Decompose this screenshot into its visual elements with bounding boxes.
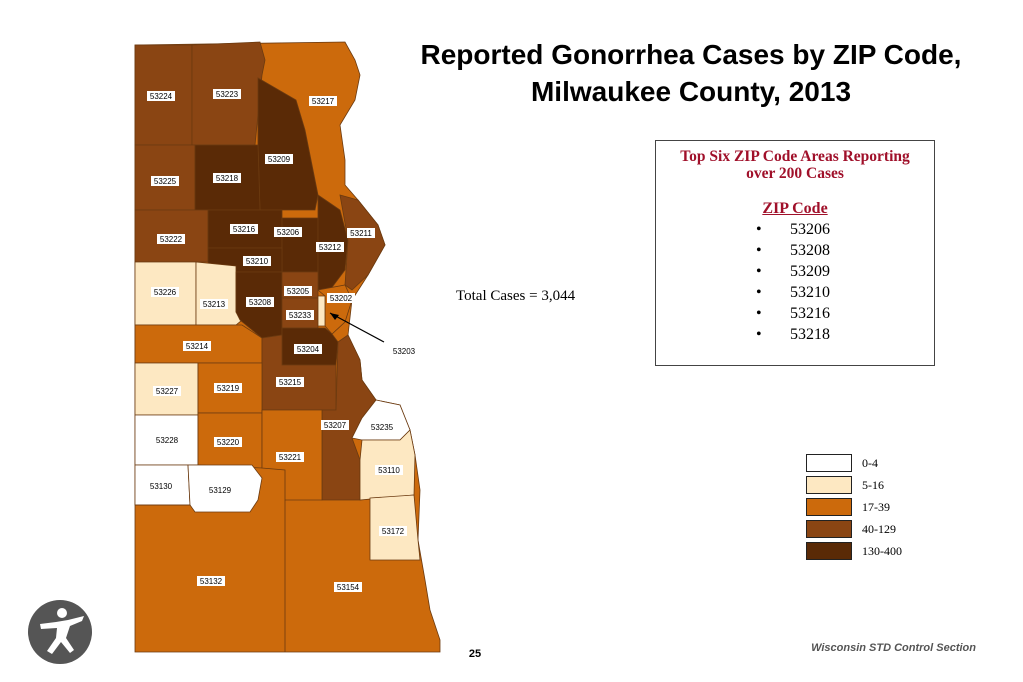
zip-value: 53210 — [790, 284, 830, 301]
zip-label: 53235 — [371, 423, 394, 432]
zip-53129-area — [187, 464, 263, 513]
bullet: • — [756, 242, 762, 259]
list-item: • 53208 — [656, 240, 934, 261]
zip-code-column-label: ZIP Code — [762, 200, 828, 217]
zip-label: 53204 — [297, 345, 320, 354]
zip-label: 53203 — [393, 347, 416, 356]
legend-label: 5-16 — [862, 478, 884, 492]
zip-value: 53206 — [790, 221, 830, 238]
zip-label: 53210 — [246, 257, 269, 266]
zip-value: 53208 — [790, 242, 830, 259]
leader-arrowhead — [330, 313, 339, 320]
top-six-zip-box: Top Six ZIP Code Areas Reporting over 20… — [655, 140, 935, 366]
zip-label: 53227 — [156, 387, 179, 396]
zip-label: 53223 — [216, 90, 239, 99]
zip-label: 53208 — [249, 298, 272, 307]
zip-label: 53154 — [337, 583, 360, 592]
zip-label: 53221 — [279, 453, 302, 462]
total-cases: Total Cases = 3,044 — [456, 288, 576, 304]
legend-swatch — [806, 454, 852, 472]
zip-label: 53172 — [382, 527, 405, 536]
legend-swatch — [806, 498, 852, 516]
zip-value: 53209 — [790, 263, 830, 280]
zip-label: 53129 — [209, 486, 232, 495]
leader-line-53203 — [329, 312, 385, 343]
zip-53203-area — [317, 295, 326, 327]
running-figure-logo-icon — [28, 600, 92, 664]
top-box-heading-line-2: over 200 Cases — [746, 165, 844, 182]
zip-label: 53218 — [216, 174, 239, 183]
bullet: • — [756, 326, 762, 343]
zip-label: 53206 — [277, 228, 300, 237]
bullet: • — [756, 305, 762, 322]
zip-label: 53216 — [233, 225, 256, 234]
legend-label: 130-400 — [862, 544, 902, 558]
legend-swatch — [806, 520, 852, 538]
zip-label: 53215 — [279, 378, 302, 387]
list-item: • 53210 — [656, 282, 934, 303]
zip-label: 53132 — [200, 577, 223, 586]
zip-value: 53216 — [790, 305, 830, 322]
list-item: • 53206 — [656, 219, 934, 240]
zip-53213-area — [195, 261, 243, 326]
zip-label: 53205 — [287, 287, 310, 296]
zip-label: 53212 — [319, 243, 342, 252]
zip-label: 53213 — [203, 300, 226, 309]
list-item: • 53216 — [656, 303, 934, 324]
bullet: • — [756, 284, 762, 301]
zip-label: 53207 — [324, 421, 347, 430]
zip-label: 53211 — [350, 229, 372, 238]
zip-label: 53219 — [217, 384, 240, 393]
top-box-heading: Top Six ZIP Code Areas Reporting over 20… — [656, 148, 934, 182]
bullet: • — [756, 263, 762, 280]
legend-swatch — [806, 542, 852, 560]
page-number: 25 — [468, 648, 482, 660]
title-line-2: Milwaukee County, 2013 — [530, 76, 852, 107]
zip-label: 53110 — [378, 466, 400, 475]
zip-53206-area — [281, 217, 319, 273]
legend-label: 17-39 — [862, 500, 890, 514]
zip-value: 53218 — [790, 326, 830, 343]
page-title: Reported Gonorrhea Cases by ZIP Code, Mi… — [372, 36, 1010, 110]
top-box-heading-line-1: Top Six ZIP Code Areas Reporting — [680, 148, 910, 165]
list-item: • 53209 — [656, 261, 934, 282]
zip-label: 53222 — [160, 235, 183, 244]
list-item: • 53218 — [656, 324, 934, 345]
legend-label: 0-4 — [862, 456, 878, 470]
zip-label: 53224 — [150, 92, 173, 101]
zip-label: 53130 — [150, 482, 173, 491]
zip-label: 53217 — [312, 97, 335, 106]
footer-credit: Wisconsin STD Control Section — [811, 642, 976, 654]
bullet: • — [756, 221, 762, 238]
zip-label: 53225 — [154, 177, 177, 186]
title-line-1: Reported Gonorrhea Cases by ZIP Code, — [420, 39, 962, 70]
zip-label: 53214 — [186, 342, 209, 351]
zip-label: 53228 — [156, 436, 179, 445]
zip-label: 53209 — [268, 155, 291, 164]
legend-label: 40-129 — [862, 522, 896, 536]
zip-label: 53202 — [330, 294, 353, 303]
zip-label: 53233 — [289, 311, 312, 320]
zip-53211-area — [339, 194, 386, 291]
zip-label: 53220 — [217, 438, 240, 447]
top-zip-list: • 53206 • 53208 • 53209 • 53210 • 53216 • 5321… — [656, 219, 934, 345]
legend-swatch — [806, 476, 852, 494]
zip-label: 53226 — [154, 288, 177, 297]
